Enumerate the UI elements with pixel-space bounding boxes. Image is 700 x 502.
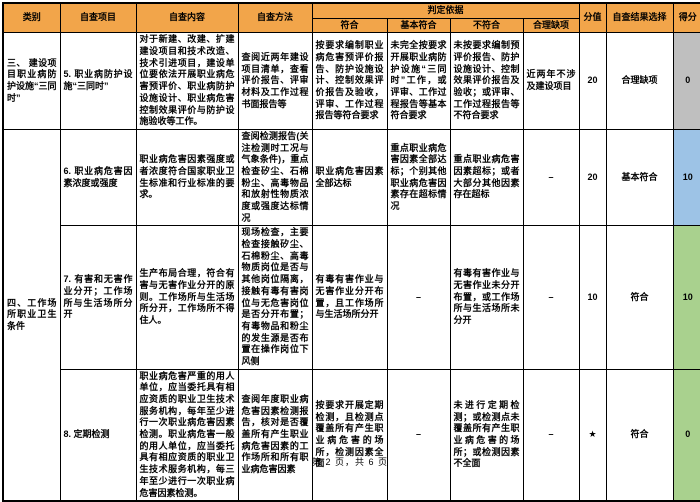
- content-cell: 对于新建、改建、扩建建设项目和技术改造、技术引进项目，建设单位要依法开展职业病危…: [135, 32, 239, 130]
- content-cell: 生产布局合理，符合有害与无害作业分开的原则。工作场所与生活场所分开，工作场所不得…: [135, 225, 239, 370]
- method-cell: 查阅年度职业病危害因素检测报告，核对是否覆盖所有产生职业病危害因素的工作场所和所…: [237, 368, 313, 502]
- category-cell-workplace-hygiene: 四、工作场所职业卫生条件: [2, 128, 61, 502]
- item-cell: 7. 有害和无害作业分开；工作场所与生活场所分开: [59, 225, 137, 370]
- basic-conform-cell: –: [386, 368, 451, 502]
- content-cell: 职业病危害严重的用人单位，应当委托具有相应资质的职业卫生技术服务机构，每年至少进…: [135, 368, 239, 502]
- result-select-cell[interactable]: 合理缺项: [605, 32, 674, 130]
- score-cell: 10: [578, 225, 607, 370]
- col-header-category: 类别: [2, 2, 61, 34]
- missing-cell: –: [522, 368, 580, 502]
- points-cell: 10: [672, 128, 700, 227]
- col-header-result-select: 自查结果选择: [605, 2, 674, 34]
- item-cell: 8. 定期检测: [59, 368, 137, 502]
- method-cell: 查阅检测报告(关注检测时工况与气象条件)，重点检查矽尘、石棉粉尘、高毒物品和放射…: [237, 128, 313, 227]
- table-row: 三、 建设项目职业病防护设施“三同时” 5. 职业病防护设施“三同时” 对于新建…: [2, 32, 700, 130]
- conform-cell: 按要求开展定期检测，且检测点覆盖所有产生职业病危害的场所，检测因素全面: [311, 368, 388, 502]
- col-header-points: 得分: [672, 2, 700, 34]
- method-cell: 现场检查，主要检查接触矽尘、石棉粉尘、高毒物质岗位是否与其他岗位隔离，接触有毒有…: [237, 225, 313, 370]
- basic-conform-cell: 未完全按要求开展职业病防护设施“三同时”工作，或评审、工作过程报告等基本符合要求: [386, 32, 451, 130]
- non-conform-cell: 未进行定期检测；或检测点未覆盖所有产生职业病危害的场所；或检测因素不全面: [449, 368, 524, 502]
- subheader-conform: 符合: [311, 17, 388, 34]
- subheader-basic-conform: 基本符合: [386, 17, 451, 34]
- content-cell: 职业病危害因素强度或者浓度符合国家职业卫生标准和行业标准的要求。: [135, 128, 239, 227]
- item-cell: 5. 职业病防护设施“三同时”: [59, 32, 137, 130]
- col-header-content: 自查内容: [135, 2, 239, 34]
- subheader-reasonable-missing: 合理缺项: [522, 17, 580, 34]
- score-cell: ★: [578, 368, 607, 502]
- score-cell: 20: [578, 128, 607, 227]
- method-cell: 查阅近两年建设项目清单，查看评价报告、评审材料及工作过程书面报告等: [237, 32, 313, 130]
- category-cell-three-simultaneity: 三、 建设项目职业病防护设施“三同时”: [2, 32, 61, 130]
- item-cell: 6. 职业病危害因素浓度或强度: [59, 128, 137, 227]
- result-select-cell[interactable]: 基本符合: [605, 128, 674, 227]
- points-cell: 0: [672, 368, 700, 502]
- points-cell: 0: [672, 32, 700, 130]
- missing-cell: 近两年不涉及建设项目: [522, 32, 580, 130]
- table-row: 7. 有害和无害作业分开；工作场所与生活场所分开 生产布局合理，符合有害与无害作…: [3, 225, 700, 370]
- col-header-method: 自查方法: [237, 2, 313, 34]
- points-cell: 10: [672, 225, 700, 370]
- table-row: 8. 定期检测 职业病危害严重的用人单位，应当委托具有相应资质的职业卫生技术服务…: [3, 368, 700, 502]
- basic-conform-cell: 重点职业病危害因素全部达标；个别其他职业病危害因素存在超标情况: [386, 128, 451, 227]
- result-select-cell[interactable]: 符合: [605, 368, 674, 502]
- col-header-judgment-basis: 判定依据: [311, 2, 580, 19]
- result-select-cell[interactable]: 符合: [605, 225, 674, 370]
- non-conform-cell: 重点职业病危害因素超标；或者大部分其他因素存在超标: [449, 128, 524, 227]
- col-header-item: 自查项目: [59, 2, 137, 34]
- conform-cell: 职业病危害因素全部达标: [311, 128, 388, 227]
- page-number-footer: 第 2 页，共 6 页: [311, 457, 388, 467]
- missing-cell: –: [522, 128, 580, 227]
- basic-conform-cell: –: [386, 225, 451, 370]
- subheader-non-conform: 不符合: [449, 17, 524, 34]
- non-conform-cell: 有毒有害作业与无害作业未分开布置，或工作场所与生活场所未分开: [449, 225, 524, 370]
- conform-cell: 有毒有害作业与无害作业分开布置，且工作场所与生活场所分开: [311, 225, 388, 370]
- score-cell: 20: [578, 32, 607, 130]
- non-conform-cell: 未按要求编制预评价报告、防护设施设计、控制效果评价报告及验收；或评审、工作过程报…: [449, 32, 524, 130]
- missing-cell: –: [522, 225, 580, 370]
- table-row: 四、工作场所职业卫生条件 6. 职业病危害因素浓度或强度 职业病危害因素强度或者…: [2, 128, 700, 502]
- conform-cell: 按要求编制职业病危害预评价报告、防护设施设计、控制效果评价报告及验收，评审、工作…: [311, 32, 388, 130]
- col-header-score: 分值: [578, 2, 607, 34]
